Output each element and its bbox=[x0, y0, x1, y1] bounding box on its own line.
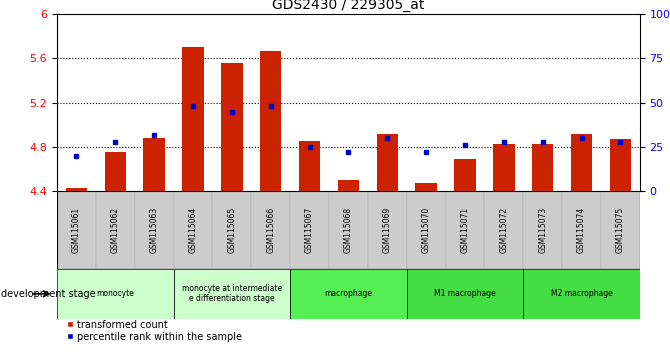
Bar bbox=[454, 159, 476, 191]
Text: GSM115067: GSM115067 bbox=[305, 207, 314, 253]
Bar bbox=[174, 191, 212, 269]
Text: GSM115061: GSM115061 bbox=[72, 207, 81, 253]
Text: GSM115064: GSM115064 bbox=[188, 207, 198, 253]
Bar bbox=[299, 141, 320, 191]
Bar bbox=[290, 191, 329, 269]
Text: monocyte at intermediate
e differentiation stage: monocyte at intermediate e differentiati… bbox=[182, 285, 282, 303]
Bar bbox=[338, 180, 359, 191]
Bar bbox=[135, 191, 174, 269]
Bar bbox=[407, 191, 446, 269]
Bar bbox=[523, 191, 562, 269]
Bar bbox=[174, 269, 290, 319]
Text: GSM115069: GSM115069 bbox=[383, 207, 392, 253]
Text: development stage: development stage bbox=[1, 289, 96, 299]
Bar bbox=[329, 191, 368, 269]
Bar bbox=[523, 269, 640, 319]
Bar bbox=[601, 191, 640, 269]
Bar bbox=[368, 191, 407, 269]
Bar bbox=[407, 269, 523, 319]
Text: GSM115062: GSM115062 bbox=[111, 207, 120, 253]
Text: M2 macrophage: M2 macrophage bbox=[551, 289, 612, 298]
Text: GSM115066: GSM115066 bbox=[266, 207, 275, 253]
Bar bbox=[415, 183, 437, 191]
Bar bbox=[446, 191, 484, 269]
Text: GSM115072: GSM115072 bbox=[499, 207, 509, 253]
Bar bbox=[290, 269, 407, 319]
Text: M1 macrophage: M1 macrophage bbox=[434, 289, 496, 298]
Bar bbox=[377, 134, 398, 191]
Text: GSM115073: GSM115073 bbox=[538, 207, 547, 253]
Bar bbox=[260, 51, 281, 191]
Text: monocyte: monocyte bbox=[96, 289, 134, 298]
Bar bbox=[532, 144, 553, 191]
Bar bbox=[562, 191, 601, 269]
Bar bbox=[182, 47, 204, 191]
Bar bbox=[96, 191, 135, 269]
Text: GSM115070: GSM115070 bbox=[421, 207, 431, 253]
Bar bbox=[251, 191, 290, 269]
Text: GSM115065: GSM115065 bbox=[227, 207, 237, 253]
Text: GSM115075: GSM115075 bbox=[616, 207, 625, 253]
Bar bbox=[221, 63, 243, 191]
Text: GSM115071: GSM115071 bbox=[460, 207, 470, 253]
Bar bbox=[105, 153, 126, 191]
Text: GSM115068: GSM115068 bbox=[344, 207, 353, 253]
Bar bbox=[212, 191, 251, 269]
Bar bbox=[571, 134, 592, 191]
Bar bbox=[493, 144, 515, 191]
Legend: transformed count, percentile rank within the sample: transformed count, percentile rank withi… bbox=[62, 316, 247, 346]
Bar bbox=[484, 191, 523, 269]
Title: GDS2430 / 229305_at: GDS2430 / 229305_at bbox=[272, 0, 425, 12]
Bar bbox=[57, 191, 96, 269]
Text: macrophage: macrophage bbox=[324, 289, 373, 298]
Text: GSM115074: GSM115074 bbox=[577, 207, 586, 253]
Bar bbox=[57, 269, 174, 319]
Bar bbox=[66, 188, 87, 191]
Text: GSM115063: GSM115063 bbox=[149, 207, 159, 253]
Bar bbox=[143, 138, 165, 191]
Bar bbox=[610, 139, 631, 191]
